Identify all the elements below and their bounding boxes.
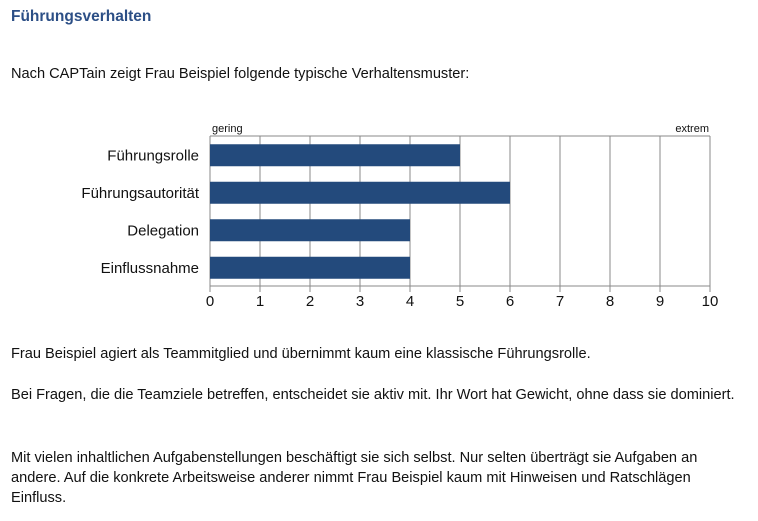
x-tick-label: 10 [702,293,719,310]
bar-einflussnahme [210,256,410,279]
x-tick-label: 5 [456,293,464,310]
x-tick-label: 3 [356,293,364,310]
paragraph-3: Mit vielen inhaltlichen Aufgabenstellung… [11,450,698,506]
scale-high-label: extrem [675,123,709,135]
category-label: Führungsautorität [81,185,199,202]
bar-führungsautorität [210,181,510,204]
category-label: Führungsrolle [107,147,199,164]
scale-low-label: gering [212,123,243,135]
paragraph-1: Frau Beispiel agiert als Teammitglied un… [11,346,591,362]
x-tick-label: 7 [556,293,564,310]
x-tick-label: 0 [206,293,214,310]
paragraph-2: Bei Fragen, die die Teamziele betreffen,… [11,387,735,403]
behavior-bar-chart: 0 1 2 3 4 5 6 7 8 9 10 gering extrem Führungsrolle Füh… [81,123,719,310]
section-heading: Führungsverhalten [11,8,152,25]
bar-führungsrolle [210,144,460,167]
bar-delegation [210,219,410,242]
category-label: Einflussnahme [101,260,199,277]
x-tick-label: 6 [506,293,514,310]
x-tick-label: 1 [256,293,264,310]
x-tick-label: 8 [606,293,614,310]
x-tick-label: 4 [406,293,414,310]
x-tick-label: 2 [306,293,314,310]
x-tick-label: 9 [656,293,664,310]
intro-text: Nach CAPTain zeigt Frau Beispiel folgend… [11,66,470,82]
category-label: Delegation [127,222,199,239]
